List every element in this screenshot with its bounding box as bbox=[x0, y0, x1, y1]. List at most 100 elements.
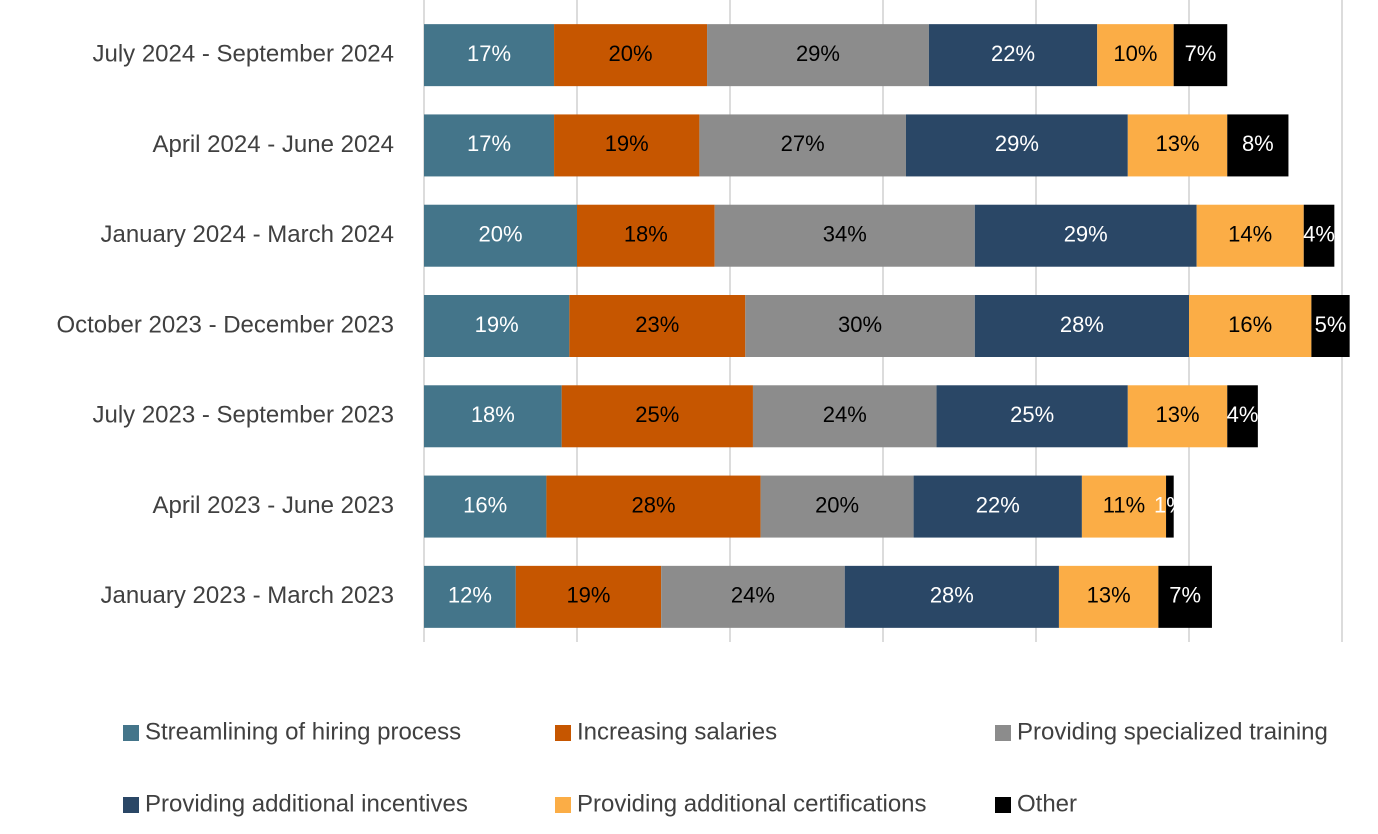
data-label: 19% bbox=[475, 312, 519, 337]
bar-segment bbox=[424, 24, 555, 87]
bar-segment bbox=[1173, 24, 1228, 87]
data-label: 25% bbox=[635, 402, 679, 427]
legend-swatch bbox=[995, 797, 1011, 813]
bar-segment bbox=[707, 24, 929, 87]
legend-swatch bbox=[555, 797, 571, 813]
bar-segment bbox=[554, 24, 708, 87]
data-label: 28% bbox=[1060, 312, 1104, 337]
bar-segment bbox=[1081, 475, 1167, 538]
bar-segment bbox=[424, 475, 547, 538]
y-tick-label: January 2024 - March 2024 bbox=[100, 221, 394, 248]
y-tick-label: October 2023 - December 2023 bbox=[56, 311, 394, 338]
legend-label: Providing specialized training bbox=[1017, 718, 1328, 745]
bar-segment bbox=[661, 565, 845, 628]
data-label: 22% bbox=[976, 492, 1020, 517]
bar-segment bbox=[936, 385, 1128, 448]
y-tick-label: July 2023 - September 2023 bbox=[92, 402, 394, 429]
bar-segment bbox=[1227, 114, 1289, 177]
bar-segment bbox=[752, 385, 937, 448]
bar-segment bbox=[1127, 114, 1228, 177]
bar-segment bbox=[1127, 385, 1228, 448]
data-label: 5% bbox=[1315, 312, 1347, 337]
data-label: 12% bbox=[448, 583, 492, 608]
data-label: 7% bbox=[1169, 583, 1201, 608]
bar-segment bbox=[1166, 475, 1174, 538]
bar-segment bbox=[424, 295, 570, 357]
bar-segment bbox=[569, 295, 746, 357]
bar-segment bbox=[577, 204, 715, 267]
data-label: 11% bbox=[1103, 492, 1145, 517]
y-tick-label: April 2023 - June 2023 bbox=[153, 492, 395, 519]
data-label: 23% bbox=[635, 312, 679, 337]
bar-segment bbox=[760, 475, 914, 538]
data-label: 19% bbox=[566, 583, 610, 608]
bar-segment bbox=[1189, 295, 1312, 357]
data-label: 14% bbox=[1228, 222, 1272, 247]
data-label: 8% bbox=[1242, 131, 1274, 156]
data-label: 34% bbox=[823, 222, 867, 247]
data-label: 29% bbox=[995, 131, 1039, 156]
bar-segment bbox=[424, 114, 555, 177]
data-label: 7% bbox=[1185, 41, 1217, 66]
data-label: 29% bbox=[796, 41, 840, 66]
data-label: 13% bbox=[1156, 131, 1200, 156]
bar-segment bbox=[1158, 565, 1212, 628]
bar-segment bbox=[1303, 204, 1335, 267]
data-label: 20% bbox=[609, 41, 653, 66]
bar-segment bbox=[546, 475, 761, 538]
bar-segment bbox=[913, 475, 1082, 538]
legend-label: Other bbox=[1017, 790, 1077, 817]
data-label: 16% bbox=[1228, 312, 1272, 337]
data-label: 20% bbox=[815, 492, 859, 517]
bar-segment bbox=[1058, 565, 1159, 628]
bar-segment bbox=[424, 385, 562, 448]
bar-segment bbox=[1196, 204, 1304, 267]
bar-segment bbox=[424, 204, 577, 267]
data-label: 27% bbox=[781, 131, 825, 156]
bar-segment bbox=[1311, 295, 1350, 357]
data-label: 13% bbox=[1156, 402, 1200, 427]
data-label: 13% bbox=[1087, 583, 1131, 608]
bar-segment bbox=[928, 24, 1098, 87]
bar-segment bbox=[974, 204, 1197, 267]
data-label: 24% bbox=[731, 583, 775, 608]
data-label: 18% bbox=[624, 222, 668, 247]
data-label: 16% bbox=[463, 492, 507, 517]
data-label: 24% bbox=[823, 402, 867, 427]
bar-segment bbox=[699, 114, 906, 177]
legend-swatch bbox=[995, 725, 1011, 741]
bar-segment bbox=[1097, 24, 1174, 87]
bar-segment bbox=[844, 565, 1059, 628]
data-label: 17% bbox=[467, 131, 511, 156]
bar-segment bbox=[1227, 385, 1258, 448]
bar-segment bbox=[745, 295, 975, 357]
legend-label: Providing additional incentives bbox=[145, 790, 468, 817]
data-label: 22% bbox=[991, 41, 1035, 66]
bar-segment bbox=[974, 295, 1189, 357]
legend-label: Providing additional certifications bbox=[577, 790, 927, 817]
data-label: 4% bbox=[1227, 402, 1259, 427]
bar-segment bbox=[515, 565, 662, 628]
legend-swatch bbox=[555, 725, 571, 741]
bar-segment bbox=[561, 385, 753, 448]
bar-segment bbox=[905, 114, 1128, 177]
data-label: 28% bbox=[631, 492, 675, 517]
data-label: 4% bbox=[1303, 222, 1335, 247]
legend-swatch bbox=[123, 797, 139, 813]
y-tick-label: January 2023 - March 2023 bbox=[100, 582, 394, 609]
bar-segment bbox=[714, 204, 975, 267]
data-label: 30% bbox=[838, 312, 882, 337]
data-label: 28% bbox=[930, 583, 974, 608]
data-label: 1% bbox=[1154, 492, 1186, 517]
data-label: 25% bbox=[1010, 402, 1054, 427]
bar-segment bbox=[424, 565, 516, 628]
y-tick-label: July 2024 - September 2024 bbox=[92, 40, 394, 67]
data-label: 17% bbox=[467, 41, 511, 66]
legend-swatch bbox=[123, 725, 139, 741]
data-label: 20% bbox=[478, 222, 522, 247]
bar-segment bbox=[554, 114, 700, 177]
data-label: 19% bbox=[605, 131, 649, 156]
legend-label: Increasing salaries bbox=[577, 718, 777, 745]
legend-label: Streamlining of hiring process bbox=[145, 718, 461, 745]
